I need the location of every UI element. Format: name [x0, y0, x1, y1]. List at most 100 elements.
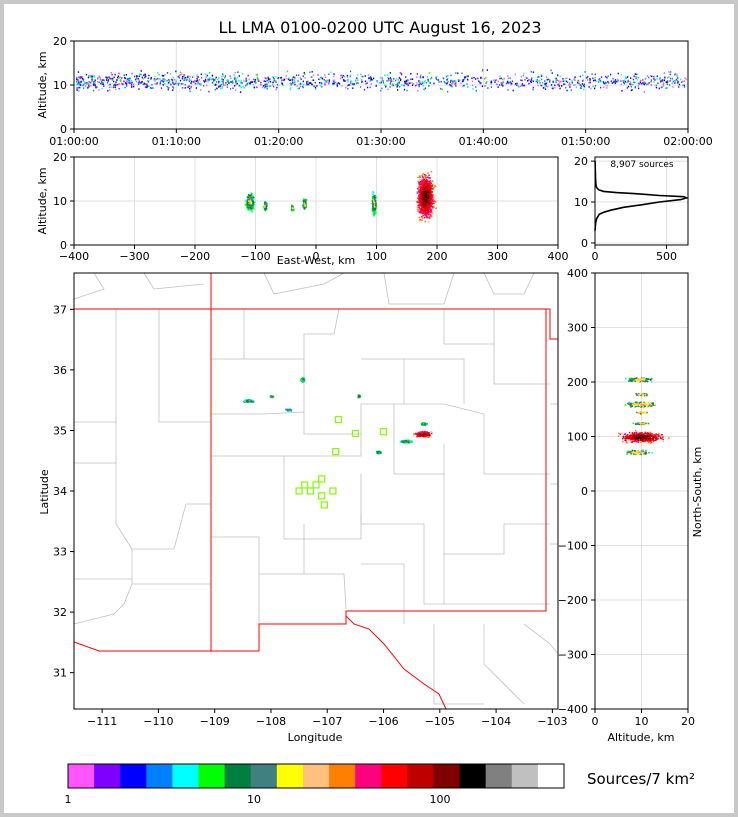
time-height-source [360, 73, 362, 76]
north-south-source [649, 438, 651, 440]
east-west-source [374, 196, 376, 199]
east-west-source [426, 186, 428, 189]
time-height-source [611, 82, 613, 84]
time-height-source [76, 76, 78, 79]
north-south-source [626, 437, 628, 439]
time-height-source [501, 82, 504, 85]
time-height-source [435, 77, 437, 79]
time-height-source [387, 79, 389, 82]
time-height-source [79, 77, 81, 80]
time-height-source [388, 78, 390, 80]
east-west-source [249, 206, 252, 208]
time-height-source [203, 85, 205, 87]
time-height-source [320, 82, 322, 84]
county-line [211, 524, 305, 575]
east-west-source [427, 211, 430, 214]
time-height-source [558, 85, 560, 87]
time-height-source [384, 84, 386, 87]
north-south-source [647, 439, 649, 441]
time-height-source [263, 80, 265, 82]
time-height-source [264, 86, 266, 89]
north-south-source [631, 378, 634, 380]
north-south-source [619, 433, 622, 435]
plan-view-source [422, 422, 425, 425]
north-south-source [625, 440, 627, 442]
east-west-source [303, 207, 306, 209]
time-height-source [643, 91, 645, 93]
time-height-source [302, 86, 304, 89]
time-height-source [554, 84, 556, 87]
time-height-source [642, 79, 644, 81]
plan-view-ytick-label: 35 [53, 424, 67, 437]
east-west-source [375, 206, 377, 208]
east-west-xtick-label: 300 [487, 250, 508, 263]
east-west-source [418, 205, 421, 207]
time-height-source [531, 77, 533, 79]
county-line [74, 462, 133, 625]
time-height-source [140, 82, 142, 84]
time-height-source [186, 79, 188, 81]
time-height-source [224, 75, 227, 77]
time-height-source [196, 75, 198, 77]
time-height-source [189, 90, 191, 93]
east-west-source [264, 201, 266, 204]
east-west-source [425, 216, 428, 218]
east-west-source [430, 193, 432, 195]
time-height-source [371, 79, 373, 81]
north-south-source [635, 437, 637, 439]
time-height-source [252, 83, 255, 86]
time-height-source [332, 83, 334, 86]
time-height-source [178, 77, 180, 79]
time-height-source [196, 79, 199, 82]
time-height-source [245, 84, 247, 87]
east-west-source [428, 213, 431, 215]
time-height-source [92, 84, 95, 86]
east-west-source [372, 192, 375, 194]
time-height-source [146, 80, 149, 82]
time-height-source [260, 81, 262, 84]
time-height-source [123, 74, 125, 76]
time-height-source [301, 85, 304, 88]
plan-view-source [430, 431, 433, 433]
time-height-source [490, 81, 492, 84]
time-height-source [620, 83, 622, 86]
time-height-source [339, 77, 342, 80]
plan-view-source [423, 434, 426, 437]
time-height-source [175, 70, 177, 73]
time-height-source [76, 83, 79, 85]
time-height-source [90, 76, 93, 78]
time-height-source [306, 81, 308, 83]
time-height-source [209, 72, 211, 74]
east-west-source [431, 203, 433, 205]
east-west-source [423, 206, 425, 209]
time-height-source [685, 78, 687, 81]
north-south-source [641, 439, 643, 442]
east-west-source [430, 210, 432, 213]
time-height-source [78, 83, 80, 86]
time-height-source [183, 87, 186, 89]
time-height-source [154, 75, 156, 78]
time-height-source [272, 85, 275, 88]
time-height-source [617, 80, 619, 82]
north-south-source [657, 438, 659, 440]
plan-view-source [417, 432, 419, 435]
time-height-source [457, 79, 459, 81]
county-line [550, 483, 558, 545]
east-west-source [427, 205, 429, 207]
time-height-source [334, 81, 337, 84]
east-west-source [373, 203, 375, 205]
time-height-source [667, 76, 669, 79]
time-height-source [447, 78, 449, 80]
north-south-source [643, 436, 645, 438]
time-height-source [136, 75, 138, 77]
time-height-source [565, 86, 567, 89]
east-west-source [250, 204, 253, 206]
north-south-source [661, 434, 663, 436]
east-west-source [373, 196, 375, 198]
time-height-source [100, 82, 102, 85]
time-height-source [177, 76, 179, 78]
plan-view-source [421, 423, 424, 426]
time-height-source [307, 83, 309, 86]
time-height-source [145, 86, 147, 89]
county-line [394, 403, 550, 475]
